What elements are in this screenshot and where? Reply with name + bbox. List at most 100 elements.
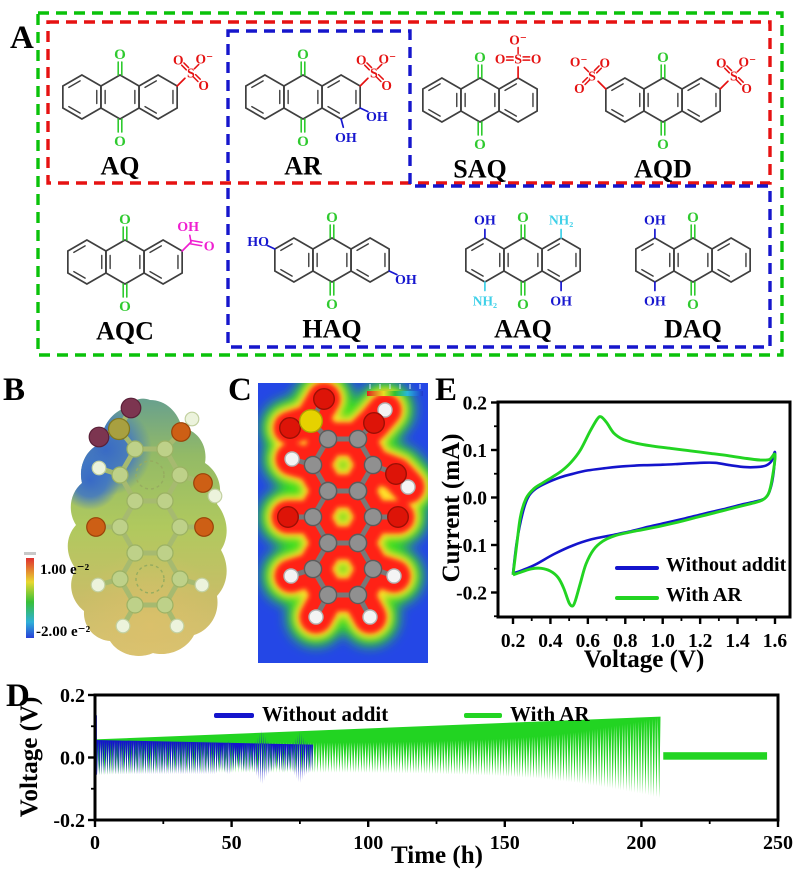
d-x-tick-label: 0 — [90, 832, 100, 854]
atom-label-o-minus: O⁻ — [570, 55, 588, 70]
d-x-tick-label: 150 — [490, 832, 520, 854]
atom-label-o: O — [716, 55, 727, 70]
panel-e-canvas: 0.2 0.4 0.6 0.8 1.0 1.2 1.4 1.6 0.2 0.1 0.0 -0.1 -0.… — [456, 394, 792, 652]
molecule-label: AQD — [634, 154, 692, 183]
atom-label-s: S — [514, 53, 522, 68]
atom-label-o: O — [326, 210, 338, 226]
atom-label-nh2: NH₂ — [549, 212, 573, 227]
e-y-tick-label: 0.2 — [463, 394, 487, 415]
density-molecule — [259, 383, 428, 646]
molecule-label: AR — [284, 151, 322, 180]
e-x-tick-label: 0.4 — [538, 631, 563, 652]
molecule-HAQ: O O HO OH HAQ — [247, 210, 417, 343]
atom-label-o: O — [114, 134, 126, 150]
atom-label-oh: OH — [395, 273, 417, 288]
panel-b-canvas — [24, 397, 227, 656]
e-legend-line-with-ar — [615, 596, 659, 600]
panel-d-label: D — [6, 678, 30, 714]
atom-label-oh: OH — [644, 214, 666, 229]
atom-label-o: O — [119, 299, 131, 315]
cycling-tail-with-ar — [663, 752, 768, 760]
d-legend-label-with-ar: With AR — [510, 702, 590, 726]
atom-label-o: O — [531, 51, 542, 66]
molecule-label: SAQ — [453, 154, 506, 183]
colorbar-min-label: -2.00 e⁻² — [36, 624, 91, 640]
d-x-tick-label: 50 — [222, 832, 242, 854]
e-y-tick-label: 0.0 — [463, 489, 487, 510]
atom-label-nh2: NH₂ — [473, 293, 497, 308]
panel-c-canvas — [258, 383, 428, 663]
atom-label-o: O — [474, 50, 486, 66]
atom-label-o: O — [687, 297, 699, 313]
d-legend-line-without-addit — [214, 713, 254, 718]
d-x-tick-label: 250 — [763, 832, 793, 854]
panel-b-label: B — [3, 372, 26, 408]
e-y-axis-title: Current (mA) — [438, 433, 465, 583]
atom-label-o-minus: O⁻ — [739, 55, 757, 70]
d-x-tick-label: 100 — [353, 832, 383, 854]
molecule-AAQ: O O OH NH₂ NH₂ OH AAQ — [465, 210, 581, 343]
panel-a-label: A — [10, 20, 34, 56]
atom-label-o: O — [119, 212, 131, 228]
atom-label-o: O — [114, 47, 126, 63]
e-legend-label-without-addit: Without addit — [666, 554, 787, 576]
atom-label-s: S — [187, 66, 195, 81]
atom-label-o: O — [356, 52, 367, 67]
d-plot-frame — [93, 693, 780, 822]
d-y-tick-label: -0.2 — [53, 810, 85, 832]
atom-label-o: O — [741, 81, 752, 96]
e-legend-line-without-addit — [615, 566, 659, 570]
atom-label-oh: OH — [366, 110, 388, 125]
e-x-tick-label: 0.2 — [501, 631, 525, 652]
molecule-label: AQ — [101, 151, 140, 180]
atom-label-o: O — [474, 137, 486, 153]
cycling-band-without-addit — [95, 729, 313, 785]
atom-label-s: S — [730, 69, 738, 84]
molecule-label: AAQ — [494, 314, 552, 343]
e-y-tick-label: -0.1 — [456, 536, 487, 557]
e-plot-frame — [496, 400, 792, 619]
molecule-label: DAQ — [664, 314, 722, 343]
d-legend-line-with-ar — [464, 713, 502, 718]
e-x-axis-title: Voltage (V) — [583, 646, 705, 673]
e-y-tick-label: -0.2 — [456, 584, 487, 605]
e-x-tick-label: 1.6 — [763, 631, 788, 652]
atom-label-oh: OH — [644, 295, 666, 310]
atom-label-o: O — [687, 210, 699, 226]
d-y-tick-label: 0.0 — [60, 748, 85, 770]
molecule-label: AQC — [96, 316, 154, 345]
atom-label-o-minus: O⁻ — [509, 32, 527, 47]
panel-d-canvas: 0 50 100 150 200 250 0.2 0.0 -0.2 — [53, 685, 793, 854]
atom-label-o: O — [657, 50, 669, 66]
cv-curve-with-ar — [511, 415, 777, 608]
esp-colorbar — [26, 558, 34, 638]
atom-label-oh: OH — [335, 131, 357, 146]
atom-label-o-minus: O⁻ — [379, 52, 397, 67]
atom-label-o: O — [326, 297, 338, 313]
e-x-tick-label: 0.6 — [576, 631, 601, 652]
esp-molecule — [86, 397, 223, 634]
group-box-blue — [226, 29, 772, 349]
atom-label-o: O — [297, 134, 309, 150]
atom-label-o: O — [297, 47, 309, 63]
d-x-axis-title: Time (h) — [391, 842, 483, 869]
atom-label-o: O — [198, 78, 209, 93]
atom-label-ho: HO — [247, 235, 269, 250]
panel-c-label: C — [228, 372, 252, 408]
group-box-green — [36, 11, 784, 357]
e-x-tick-label: 0.8 — [613, 631, 638, 652]
atom-label-s: S — [370, 66, 378, 81]
atom-label-o: O — [204, 239, 215, 254]
atom-label-o-minus: O⁻ — [196, 52, 214, 67]
d-x-tick-label: 200 — [626, 832, 656, 854]
e-x-tick-label: 1.4 — [725, 631, 750, 652]
atom-label-o: O — [574, 81, 585, 96]
d-y-tick-label: 0.2 — [60, 685, 85, 707]
atom-label-oh: OH — [550, 295, 572, 310]
d-legend-label-without-addit: Without addit — [262, 702, 389, 726]
